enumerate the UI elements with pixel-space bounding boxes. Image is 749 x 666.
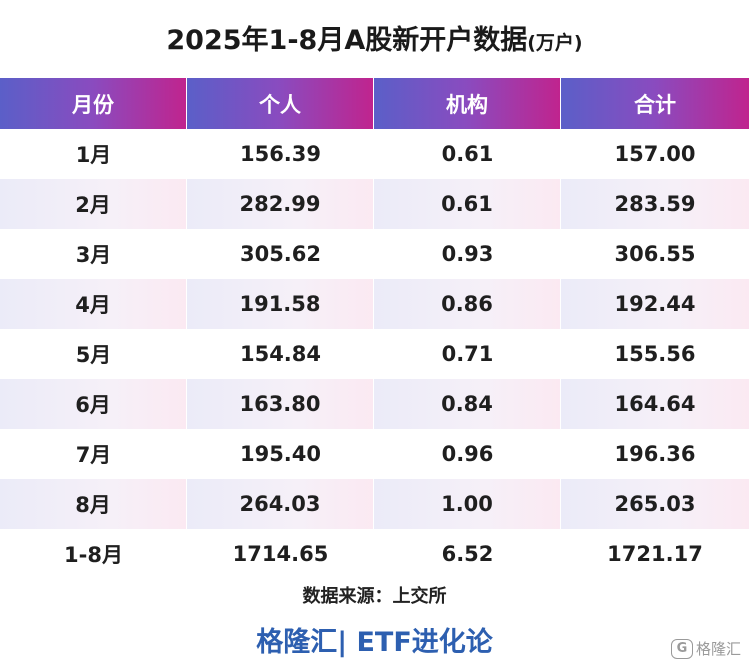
cell-institution: 0.96 [441,442,494,466]
title-unit: (万户) [527,32,583,54]
cell-month: 3月 [75,243,112,267]
column-header-total: 合计 [561,78,749,129]
cell-month: 1月 [75,143,112,167]
cell-month: 2月 [0,179,187,229]
table-row: 1月 156.39 0.61 157.00 [0,129,749,179]
cell-total: 283.59 [561,179,749,229]
cell-individual: 156.39 [239,142,322,166]
table-row: 8月 264.03 1.00 265.03 [0,479,749,529]
cell-individual: 195.40 [239,442,322,466]
table-total-row: 1-8月 1714.65 6.52 1721.17 [0,529,749,579]
brand-footer: 格隆汇| ETF进化论 [256,627,493,658]
cell-institution: 0.84 [374,379,561,429]
cell-institution: 1.00 [374,479,561,529]
cell-institution: 0.93 [441,242,494,266]
cell-institution: 0.61 [441,142,494,166]
cell-total: 265.03 [561,479,749,529]
column-header-institution: 机构 [374,78,561,129]
table-row: 7月 195.40 0.96 196.36 [0,429,749,479]
cell-institution: 0.71 [441,342,494,366]
cell-month: 5月 [75,343,112,367]
cell-month: 8月 [0,479,187,529]
cell-month: 1-8月 [64,543,123,567]
cell-month: 6月 [0,379,187,429]
cell-month: 7月 [75,443,112,467]
cell-individual: 305.62 [239,242,322,266]
data-source-note: 数据来源：上交所 [302,586,447,607]
table-row: 2月 282.99 0.61 283.59 [0,179,749,229]
cell-individual: 264.03 [187,479,374,529]
cell-total: 164.64 [561,379,749,429]
cell-month: 4月 [0,279,187,329]
table-row: 6月 163.80 0.84 164.64 [0,379,749,429]
gelonghui-logo-icon: G [670,638,693,659]
cell-total: 1721.17 [607,542,703,566]
page-title: 2025年1-8月A股新开户数据(万户) [0,18,749,57]
table-header-row: 月份 个人 机构 合计 [0,78,749,129]
cell-total: 306.55 [614,242,696,266]
table-row: 4月 191.58 0.86 192.44 [0,279,749,329]
cell-institution: 6.52 [441,542,494,566]
cell-individual: 1714.65 [232,542,329,566]
table-row: 3月 305.62 0.93 306.55 [0,229,749,279]
table-row: 5月 154.84 0.71 155.56 [0,329,749,379]
cell-total: 155.56 [614,342,696,366]
account-opening-table: 月份 个人 机构 合计 1月 156.39 0.61 157.00 2月 282… [0,78,749,579]
cell-individual: 154.84 [239,342,322,366]
column-header-month: 月份 [0,78,187,129]
column-header-individual: 个人 [187,78,374,129]
cell-institution: 0.86 [374,279,561,329]
cell-individual: 163.80 [187,379,374,429]
cell-individual: 282.99 [187,179,374,229]
title-main: 2025年1-8月A股新开户数据 [166,25,528,56]
cell-total: 192.44 [561,279,749,329]
watermark: G 格隆汇 [670,638,741,659]
cell-total: 196.36 [614,442,696,466]
cell-individual: 191.58 [187,279,374,329]
cell-total: 157.00 [614,142,696,166]
cell-institution: 0.61 [374,179,561,229]
watermark-text: 格隆汇 [695,640,741,658]
